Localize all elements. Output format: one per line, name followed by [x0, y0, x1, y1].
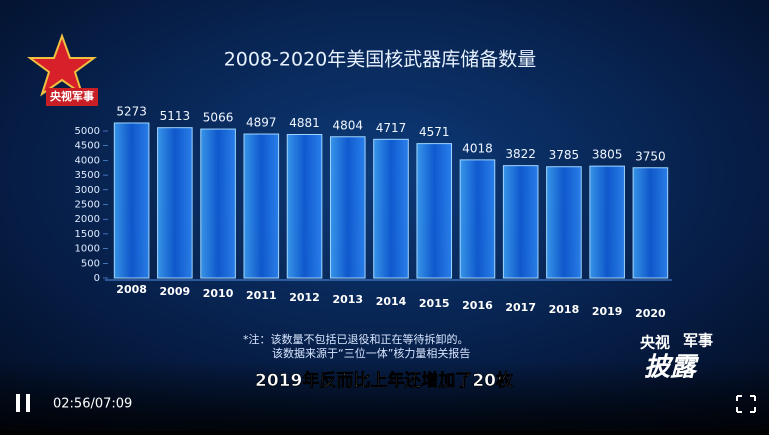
value-label: 3785: [549, 148, 580, 162]
y-tick-label: 4500: [75, 141, 100, 152]
value-label: 4881: [289, 116, 320, 130]
y-tick-label: 4000: [75, 155, 100, 166]
value-label: 4018: [462, 141, 493, 155]
bar: [329, 136, 366, 279]
x-tick-label: 2009: [160, 285, 191, 298]
plot: 0 500 1000 1500 2000 2500 3000 3500 4000 4500 5000…: [75, 104, 672, 320]
bar: [589, 165, 625, 279]
logo-box: [46, 88, 98, 106]
x-tick-label: 2017: [505, 301, 536, 314]
bar: [459, 159, 496, 279]
bar: [502, 165, 539, 279]
value-label: 5066: [203, 111, 234, 125]
x-tick-label: 2008: [116, 283, 147, 296]
bar: [243, 133, 280, 279]
watermark: 军事: [683, 332, 713, 350]
bar: [157, 127, 193, 279]
y-tick-label: 1500: [75, 229, 100, 240]
bar: [632, 167, 669, 279]
y-tick-label: 2000: [75, 214, 100, 225]
value-label: 3750: [635, 149, 666, 163]
logo-text: 央视军事: [50, 89, 94, 103]
value-label: 4897: [246, 116, 277, 130]
x-tick-label: 2011: [246, 289, 277, 302]
chart-title: 2008-2020年美国核武器库储备数量: [224, 49, 537, 71]
time: 02:56/07:09: [53, 397, 132, 412]
fullscreen-icon[interactable]: [736, 395, 756, 413]
x-tick-label: 2010: [203, 287, 234, 300]
y-tick-label: 3000: [75, 185, 100, 196]
watermark: 披露: [644, 353, 700, 383]
bar: [286, 133, 323, 279]
bar: [113, 122, 150, 279]
y-tick-label: 500: [81, 258, 100, 269]
annotation: 该数据来源于“三位一体”核力量相关报告: [272, 346, 470, 360]
x-tick-label: 2019: [592, 305, 623, 318]
x-tick-label: 2020: [635, 307, 666, 320]
logo-star: [26, 33, 98, 97]
bar: [416, 143, 453, 279]
y-tick-label: 3500: [75, 170, 100, 181]
x-tick-label: 2015: [419, 297, 450, 310]
watermark: 央视: [640, 334, 670, 352]
y-tick-label: 0: [94, 273, 100, 284]
value-label: 5273: [116, 104, 147, 118]
y-tick-label: 5000: [75, 126, 100, 137]
value-label: 4804: [332, 118, 363, 132]
value-label: 4717: [376, 121, 407, 135]
value-label: 3805: [592, 148, 623, 162]
value-label: 5113: [160, 109, 191, 123]
bar: [373, 138, 409, 279]
value-label: 3822: [505, 147, 536, 161]
annotation: *注：该数量不包括已退役和正在等待拆卸的。: [243, 332, 469, 346]
y-tick-label: 1000: [75, 244, 100, 255]
x-tick-label: 2018: [549, 303, 580, 316]
x-tick-label: 2013: [332, 293, 363, 306]
value-label: 4571: [419, 125, 450, 139]
x-tick-label: 2016: [462, 299, 493, 312]
x-tick-label: 2014: [376, 295, 407, 308]
bar: [200, 128, 236, 279]
x-tick-label: 2012: [289, 291, 320, 304]
pause-icon[interactable]: [16, 394, 20, 412]
y-tick-label: 2500: [75, 200, 100, 211]
shade: [0, 360, 769, 431]
caption: 2019年反而比上年还增加了20枚: [255, 370, 514, 391]
pause-icon[interactable]: [26, 394, 30, 412]
bar: [546, 166, 582, 279]
